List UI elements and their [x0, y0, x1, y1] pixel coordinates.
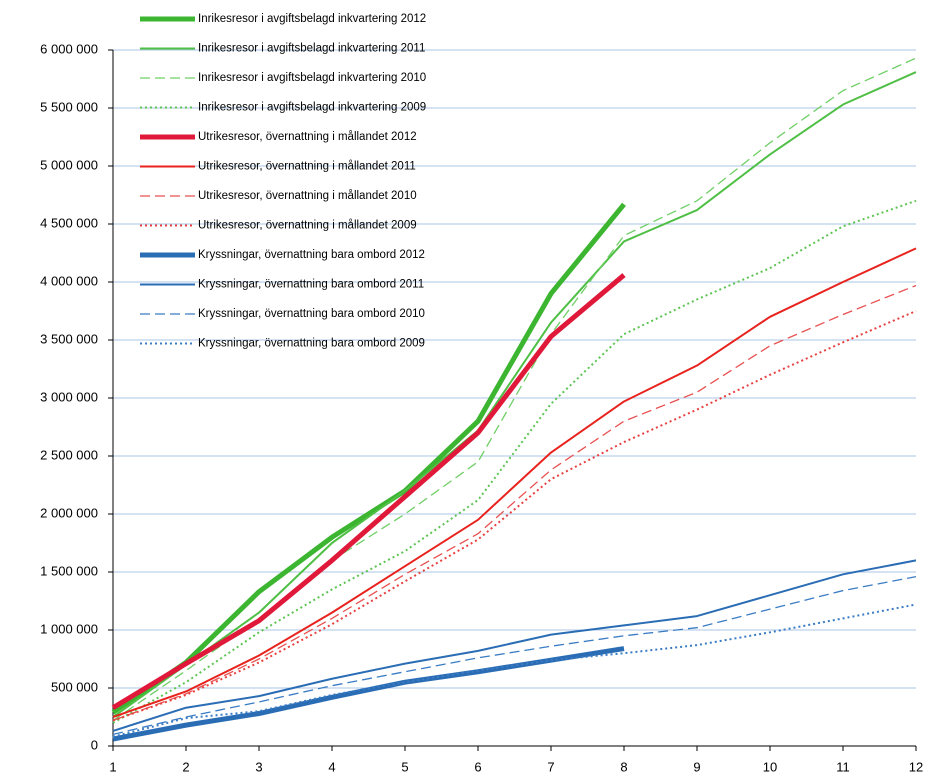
y-tick-label: 500 000: [51, 679, 98, 694]
y-tick-label: 3 500 000: [40, 331, 98, 346]
x-tick-label: 9: [693, 759, 700, 774]
x-tick-label: 5: [401, 759, 408, 774]
legend-label: Utrikesresor, övernattning i mållandet 2…: [198, 161, 416, 173]
series-line: [111, 273, 626, 710]
y-tick-label: 4 000 000: [40, 273, 98, 288]
x-tick-label: 4: [328, 759, 335, 774]
y-tick-label: 2 500 000: [40, 447, 98, 462]
series-line: [111, 202, 626, 715]
series-line: [112, 310, 917, 722]
y-tick-label: 0: [91, 737, 98, 752]
y-tick-label: 2 000 000: [40, 505, 98, 520]
y-tick-label: 1 500 000: [40, 563, 98, 578]
legend-label: Inrikesresor i avgiftsbelagd inkvarterin…: [198, 102, 426, 114]
legend-label: Kryssningar, övernattning bara ombord 20…: [198, 338, 425, 350]
x-tick-label: 11: [836, 759, 850, 774]
legend-label: Utrikesresor, övernattning i mållandet 2…: [198, 131, 417, 143]
x-tick-label: 8: [620, 759, 627, 774]
series-line: [112, 576, 917, 736]
y-tick-label: 6 000 000: [40, 41, 98, 56]
series-line: [112, 71, 917, 718]
legend-label: Kryssningar, övernattning bara ombord 20…: [198, 308, 425, 320]
series-line: [112, 559, 917, 732]
x-tick-label: 1: [109, 759, 116, 774]
legend-label: Kryssningar, övernattning bara ombord 20…: [198, 279, 424, 291]
y-tick-label: 1 000 000: [40, 621, 98, 636]
x-tick-label: 3: [255, 759, 262, 774]
legend-label: Utrikesresor, övernattning i mållandet 2…: [198, 190, 417, 202]
y-tick-label: 5 500 000: [40, 99, 98, 114]
y-tick-label: 4 500 000: [40, 215, 98, 230]
legend-label: Inrikesresor i avgiftsbelagd inkvarterin…: [198, 13, 426, 25]
legend-label: Kryssningar, övernattning bara ombord 20…: [198, 249, 425, 261]
series-line: [112, 57, 917, 722]
x-tick-label: 12: [909, 759, 923, 774]
x-tick-label: 2: [182, 759, 189, 774]
y-tick-label: 3 000 000: [40, 389, 98, 404]
series-line: [112, 284, 917, 722]
legend-label: Utrikesresor, övernattning i mållandet 2…: [198, 220, 417, 232]
legend-label: Inrikesresor i avgiftsbelagd inkvarterin…: [198, 72, 426, 84]
y-tick-label: 5 000 000: [40, 157, 98, 172]
series-line: [112, 646, 625, 742]
x-tick-label: 10: [763, 759, 777, 774]
series-line: [112, 247, 917, 718]
x-tick-label: 6: [474, 759, 481, 774]
legend-label: Inrikesresor i avgiftsbelagd inkvarterin…: [198, 43, 425, 55]
x-tick-label: 7: [547, 759, 554, 774]
series-line: [112, 603, 917, 738]
